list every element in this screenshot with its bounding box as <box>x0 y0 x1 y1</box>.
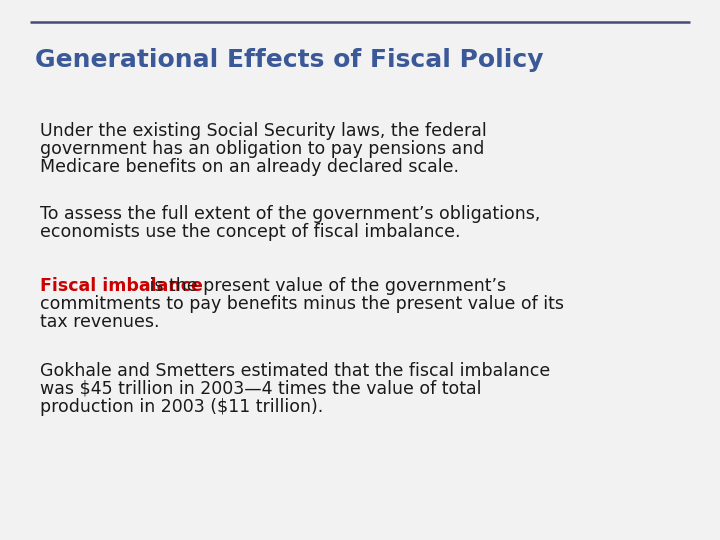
Text: government has an obligation to pay pensions and: government has an obligation to pay pens… <box>40 140 485 158</box>
Text: Gokhale and Smetters estimated that the fiscal imbalance: Gokhale and Smetters estimated that the … <box>40 362 550 380</box>
Text: was $45 trillion in 2003—4 times the value of total: was $45 trillion in 2003—4 times the val… <box>40 380 482 398</box>
Text: commitments to pay benefits minus the present value of its: commitments to pay benefits minus the pr… <box>40 295 564 313</box>
Text: To assess the full extent of the government’s obligations,: To assess the full extent of the governm… <box>40 205 541 223</box>
Text: Under the existing Social Security laws, the federal: Under the existing Social Security laws,… <box>40 122 487 140</box>
Text: Generational Effects of Fiscal Policy: Generational Effects of Fiscal Policy <box>35 48 544 72</box>
Text: production in 2003 ($11 trillion).: production in 2003 ($11 trillion). <box>40 398 323 416</box>
Text: economists use the concept of fiscal imbalance.: economists use the concept of fiscal imb… <box>40 223 461 241</box>
Text: Fiscal imbalance: Fiscal imbalance <box>40 277 203 295</box>
Text: tax revenues.: tax revenues. <box>40 313 160 331</box>
Text: is the present value of the government’s: is the present value of the government’s <box>144 277 506 295</box>
Text: Medicare benefits on an already declared scale.: Medicare benefits on an already declared… <box>40 158 459 176</box>
